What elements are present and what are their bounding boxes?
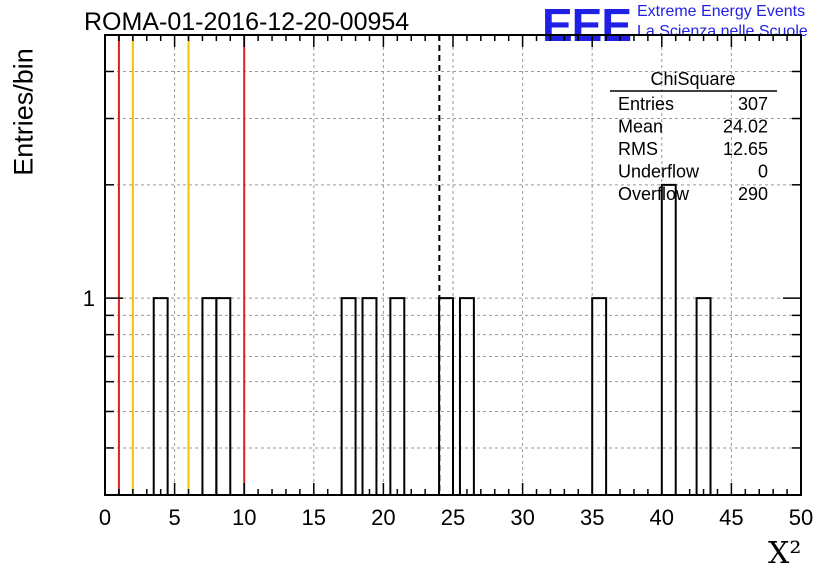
stats-label: Underflow xyxy=(618,162,700,182)
x-tick-label: 30 xyxy=(510,505,534,530)
x-tick-label: 35 xyxy=(580,505,604,530)
histogram-bin xyxy=(458,297,475,495)
eee-logo: EEE xyxy=(542,0,632,51)
stats-label: Overflow xyxy=(618,184,690,204)
x-tick-label: 15 xyxy=(302,505,326,530)
histogram-bin xyxy=(215,297,232,495)
histogram-bin xyxy=(389,297,406,495)
stats-value: 0 xyxy=(758,162,768,182)
x-tick-label: 5 xyxy=(168,505,180,530)
histogram-bin xyxy=(152,297,169,495)
x-tick-label: 45 xyxy=(719,505,743,530)
x-tick-label: 10 xyxy=(232,505,256,530)
stats-label: Entries xyxy=(618,94,674,114)
stats-value: 24.02 xyxy=(723,117,768,137)
x-tick-label: 40 xyxy=(650,505,674,530)
stats-value: 290 xyxy=(738,184,768,204)
histogram-bin xyxy=(695,297,712,495)
histogram-bin xyxy=(438,297,454,495)
x-tick-label: 20 xyxy=(371,505,395,530)
stats-label: RMS xyxy=(618,139,658,159)
stats-value: 12.65 xyxy=(723,139,768,159)
logo-tagline-1: Extreme Energy Events xyxy=(637,3,806,20)
x-axis-title: X² xyxy=(768,536,802,571)
run-title: ROMA-01-2016-12-20-00954 xyxy=(84,8,410,36)
stats-label: Mean xyxy=(618,117,663,137)
y-tick-label: 1 xyxy=(83,286,95,311)
histogram-bin xyxy=(361,297,378,495)
x-tick-label: 50 xyxy=(789,505,813,530)
stats-title: ChiSquare xyxy=(650,69,735,89)
histogram-bin xyxy=(201,297,218,495)
x-tick-label: 25 xyxy=(441,505,465,530)
histogram-bin xyxy=(591,297,608,495)
x-tick-label: 0 xyxy=(99,505,111,530)
histogram-bin xyxy=(340,297,357,495)
stats-value: 307 xyxy=(738,94,768,114)
histogram-bin xyxy=(660,183,677,495)
